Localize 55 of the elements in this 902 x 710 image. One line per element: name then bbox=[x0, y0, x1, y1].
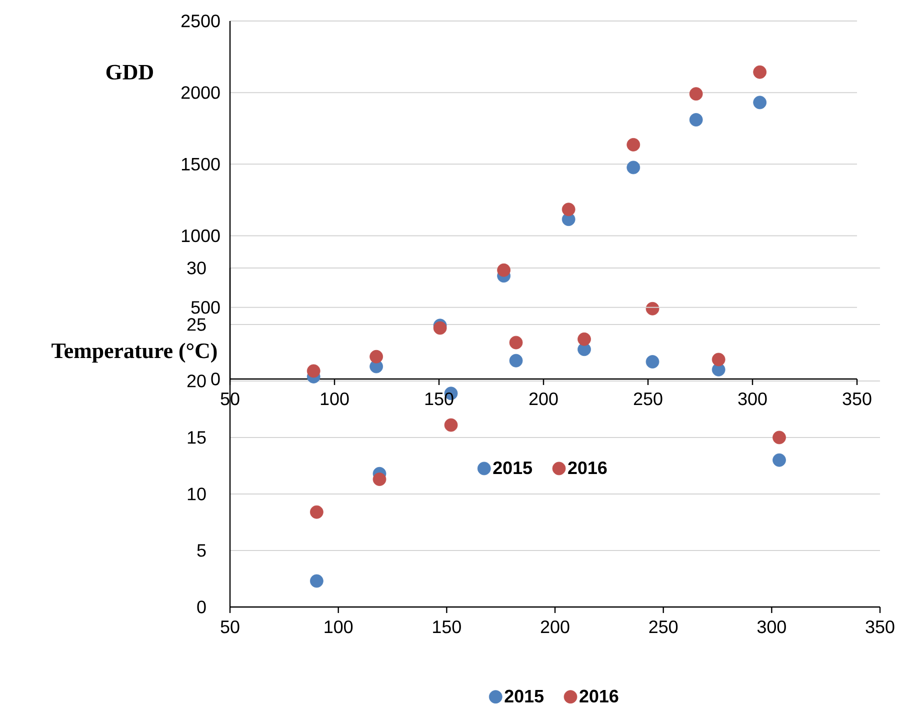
legend-label: 2015 bbox=[504, 690, 544, 703]
y-tick-label: 25 bbox=[187, 318, 206, 331]
point bbox=[689, 87, 703, 101]
point bbox=[497, 263, 510, 277]
y-tick-label: 10 bbox=[188, 488, 206, 500]
x-tick-label: 50 bbox=[220, 620, 240, 634]
point bbox=[372, 472, 386, 486]
y-tick-label: 20 bbox=[187, 374, 206, 388]
point bbox=[509, 354, 523, 368]
x-tick-label: 100 bbox=[324, 620, 353, 634]
x-tick-label: 200 bbox=[529, 392, 558, 406]
x-tick-label: 250 bbox=[649, 620, 678, 634]
point bbox=[306, 364, 320, 378]
y-tick-label: 1500 bbox=[182, 158, 220, 171]
legend-label: 2015 bbox=[493, 461, 532, 474]
y-tick-label: 1000 bbox=[182, 229, 220, 242]
point bbox=[712, 352, 726, 366]
point bbox=[626, 138, 640, 152]
y-tick-label: 5 bbox=[197, 544, 206, 557]
x-tick-label: 300 bbox=[738, 392, 767, 406]
point bbox=[310, 505, 324, 519]
point bbox=[753, 96, 767, 110]
x-tick-label: 300 bbox=[757, 620, 786, 634]
point bbox=[444, 418, 458, 432]
point bbox=[562, 202, 576, 216]
x-tick-label: 350 bbox=[866, 620, 894, 634]
x-tick-label: 350 bbox=[842, 392, 872, 406]
point bbox=[433, 321, 447, 335]
y-tick-label: 2500 bbox=[182, 14, 220, 28]
point bbox=[772, 453, 786, 467]
x-tick-label: 100 bbox=[320, 392, 349, 406]
point bbox=[509, 336, 523, 350]
point bbox=[753, 65, 767, 79]
point bbox=[578, 332, 591, 346]
y-tick-label: 500 bbox=[191, 301, 220, 314]
point bbox=[626, 160, 640, 174]
point bbox=[772, 430, 786, 444]
y-tick-label: 2000 bbox=[182, 86, 220, 99]
legend-label: 2016 bbox=[568, 461, 607, 474]
point bbox=[646, 355, 660, 368]
point bbox=[370, 350, 384, 364]
x-tick-label: 200 bbox=[540, 620, 570, 634]
legend-label: 2016 bbox=[580, 690, 618, 703]
y-axis-title: Temperature (°C) bbox=[52, 342, 217, 363]
point bbox=[646, 302, 660, 316]
y-tick-label: 0 bbox=[197, 600, 206, 614]
y-tick-label: 15 bbox=[188, 431, 206, 444]
point bbox=[689, 113, 703, 126]
y-axis-title: GDD bbox=[106, 64, 153, 80]
x-tick-label: 250 bbox=[634, 392, 662, 406]
y-tick-label: 30 bbox=[187, 262, 206, 274]
x-tick-label: 150 bbox=[425, 392, 454, 406]
point bbox=[310, 574, 324, 588]
x-tick-label: 150 bbox=[433, 620, 461, 634]
y-tick-label: 0 bbox=[211, 372, 220, 386]
